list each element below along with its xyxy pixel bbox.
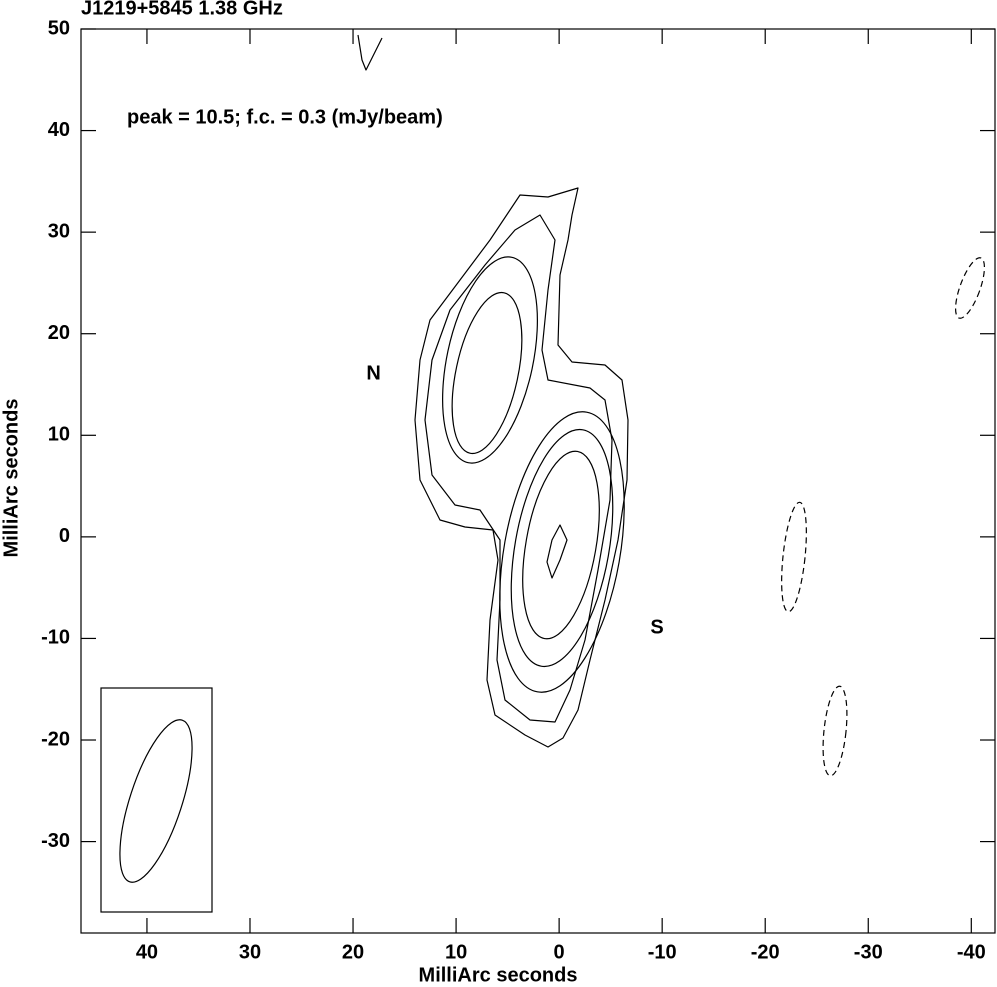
contours — [357, 34, 986, 777]
x-tick-label: -20 — [751, 941, 780, 963]
annotation: peak = 10.5; f.c. = 0.3 (mJy/beam) — [127, 106, 443, 128]
chart-title: J1219+5845 1.38 GHz — [81, 0, 283, 19]
negative-contour — [822, 685, 848, 777]
contour — [546, 524, 568, 579]
contour — [357, 34, 383, 71]
contour — [424, 214, 613, 723]
y-tick-label: 50 — [48, 17, 70, 39]
beam — [119, 719, 193, 883]
component-label: S — [650, 617, 663, 639]
x-tick-label: 40 — [136, 941, 158, 963]
x-tick-label: -30 — [854, 941, 883, 963]
contour — [442, 256, 538, 464]
y-tick-label: 40 — [48, 119, 70, 141]
y-tick-label: 20 — [48, 322, 70, 344]
contour — [499, 411, 625, 693]
y-tick-label: -10 — [41, 627, 70, 649]
x-axis-label: MilliArc seconds — [419, 964, 578, 986]
component-label: N — [366, 363, 380, 385]
x-tick-label: -40 — [957, 941, 986, 963]
negative-contour — [781, 501, 807, 613]
y-tick-label: 30 — [48, 220, 70, 242]
contour — [451, 291, 523, 455]
y-tick-label: 0 — [59, 525, 70, 547]
negative-contour — [954, 257, 986, 319]
x-tick-label: 20 — [342, 941, 364, 963]
x-tick-label: 10 — [445, 941, 467, 963]
x-tick-label: -10 — [648, 941, 677, 963]
y-axis-label: MilliArc seconds — [0, 399, 22, 558]
y-tick-label: -30 — [41, 830, 70, 852]
contour — [414, 187, 629, 748]
contour — [510, 428, 614, 668]
x-tick-label: 30 — [239, 941, 261, 963]
plot-frame — [80, 28, 996, 934]
beam-box — [100, 687, 213, 913]
contour — [522, 450, 600, 640]
y-tick-label: -20 — [41, 728, 70, 750]
y-tick-label: 10 — [48, 424, 70, 446]
x-tick-label: 0 — [554, 941, 565, 963]
